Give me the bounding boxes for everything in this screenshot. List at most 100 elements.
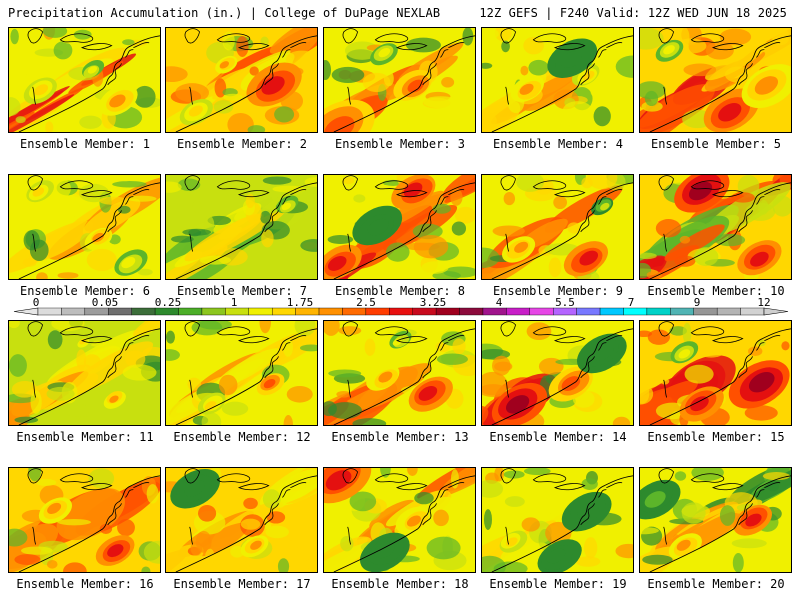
precip-field-16 — [9, 468, 160, 572]
precip-field-12 — [166, 321, 317, 425]
colorbar-segment — [412, 307, 437, 316]
ensemble-member-map-1 — [8, 27, 161, 133]
precip-field-5 — [640, 28, 791, 132]
colorbar-segment — [131, 307, 156, 316]
colorbar-segment — [529, 307, 554, 316]
precip-field-13 — [324, 321, 475, 425]
precip-field-10 — [640, 175, 791, 279]
ensemble-member-map-7 — [165, 174, 318, 280]
ensemble-member-map-10 — [639, 174, 792, 280]
ensemble-member-map-11 — [8, 320, 161, 426]
precip-field-4 — [482, 28, 633, 132]
ensemble-member-map-13 — [323, 320, 476, 426]
colorbar-segment — [201, 307, 226, 316]
ensemble-member-caption: Ensemble Member: 20 — [647, 577, 785, 591]
ensemble-member-map-9 — [481, 174, 634, 280]
colorbar-tick-label: 0.05 — [92, 296, 119, 309]
colorbar-segment — [61, 307, 86, 316]
ensemble-member-map-6 — [8, 174, 161, 280]
colorbar-tick-label: 5.5 — [555, 296, 575, 309]
colorbar-tick-label: 12 — [757, 296, 770, 309]
precipitation-colorbar: 0 0.05 0.25 1 1.75 2.5 3.25 4 5.5 7 9 12 — [13, 296, 789, 316]
precip-band — [9, 476, 160, 572]
colorbar-segment — [248, 307, 273, 316]
ensemble-member-map-8 — [323, 174, 476, 280]
ensemble-member-caption: Ensemble Member: 5 — [650, 137, 782, 151]
ensemble-member-caption: Ensemble Member: 4 — [492, 137, 624, 151]
ensemble-member-map-5 — [639, 27, 792, 133]
ensemble-member-map-17 — [165, 467, 318, 573]
colorbar-segment — [435, 307, 460, 316]
precip-field-9 — [482, 175, 633, 279]
colorbar-tick-label: 4 — [496, 296, 503, 309]
ensemble-member-caption: Ensemble Member: 10 — [647, 284, 785, 298]
colorbar-segment — [553, 307, 577, 316]
ensemble-member-map-12 — [165, 320, 318, 426]
ensemble-member-caption: Ensemble Member: 13 — [331, 430, 469, 444]
precip-field-18 — [324, 468, 475, 572]
colorbar-segment — [576, 307, 601, 316]
precip-field-1 — [9, 28, 160, 132]
colorbar-segment — [623, 307, 648, 316]
colorbar-segment — [342, 307, 367, 316]
ensemble-member-map-16 — [8, 467, 161, 573]
ensemble-member-map-14 — [481, 320, 634, 426]
colorbar-tick-label: 1 — [231, 296, 238, 309]
ensemble-member-map-3 — [323, 27, 476, 133]
ensemble-member-map-19 — [481, 467, 634, 573]
ensemble-member-caption: Ensemble Member: 2 — [176, 137, 308, 151]
colorbar-tick-label: 1.75 — [287, 296, 314, 309]
colorbar-segment — [84, 307, 109, 316]
colorbar-tick-label: 7 — [628, 296, 635, 309]
colorbar-segment — [740, 307, 765, 316]
colorbar-segment — [482, 307, 507, 316]
colorbar-segment — [646, 307, 671, 316]
colorbar-segment — [178, 307, 203, 316]
precip-field-7 — [166, 175, 317, 279]
ensemble-member-caption: Ensemble Member: 7 — [176, 284, 308, 298]
ensemble-member-caption: Ensemble Member: 8 — [334, 284, 466, 298]
colorbar-segment — [271, 307, 296, 316]
ensemble-member-caption: Ensemble Member: 3 — [334, 137, 466, 151]
ensemble-member-caption: Ensemble Member: 14 — [489, 430, 627, 444]
ensemble-member-map-18 — [323, 467, 476, 573]
ensemble-member-caption: Ensemble Member: 9 — [492, 284, 624, 298]
colorbar-segment — [37, 307, 62, 316]
colorbar-segment — [506, 307, 531, 316]
model-run-info: 12Z GEFS | F240 Valid: 12Z WED JUN 18 20… — [479, 6, 787, 20]
precip-field-20 — [640, 468, 791, 572]
colorbar-segment — [318, 307, 343, 316]
chart-title: Precipitation Accumulation (in.) | Colle… — [8, 6, 441, 20]
colorbar-segment — [154, 307, 179, 316]
colorbar-right-arrow — [763, 307, 789, 316]
precip-field-8 — [324, 175, 475, 279]
colorbar-segment — [599, 307, 624, 316]
ensemble-member-caption: Ensemble Member: 18 — [331, 577, 469, 591]
precip-field-14 — [482, 321, 633, 425]
colorbar-segment — [295, 307, 320, 316]
ensemble-member-map-2 — [165, 27, 318, 133]
precip-field-11 — [9, 321, 160, 425]
colorbar-segment — [108, 307, 132, 316]
precip-field-19 — [482, 468, 633, 572]
precip-field-6 — [9, 175, 160, 279]
colorbar-segment — [365, 307, 390, 316]
colorbar-left-arrow — [13, 307, 39, 316]
ensemble-member-caption: Ensemble Member: 12 — [173, 430, 311, 444]
colorbar-segment — [225, 307, 249, 316]
colorbar-tick-label: 3.25 — [420, 296, 447, 309]
ensemble-member-caption: Ensemble Member: 19 — [489, 577, 627, 591]
ensemble-member-caption: Ensemble Member: 17 — [173, 577, 311, 591]
colorbar-segment — [389, 307, 413, 316]
ensemble-member-caption: Ensemble Member: 16 — [16, 577, 154, 591]
precip-field-3 — [324, 28, 475, 132]
ensemble-member-caption: Ensemble Member: 1 — [19, 137, 151, 151]
precip-field-17 — [166, 468, 317, 572]
ensemble-member-caption: Ensemble Member: 6 — [19, 284, 151, 298]
ensemble-member-map-4 — [481, 27, 634, 133]
ensemble-member-caption: Ensemble Member: 11 — [16, 430, 154, 444]
ensemble-member-map-15 — [639, 320, 792, 426]
colorbar-segment — [459, 307, 484, 316]
ensemble-member-caption: Ensemble Member: 15 — [647, 430, 785, 444]
colorbar-tick-label: 0 — [33, 296, 40, 309]
